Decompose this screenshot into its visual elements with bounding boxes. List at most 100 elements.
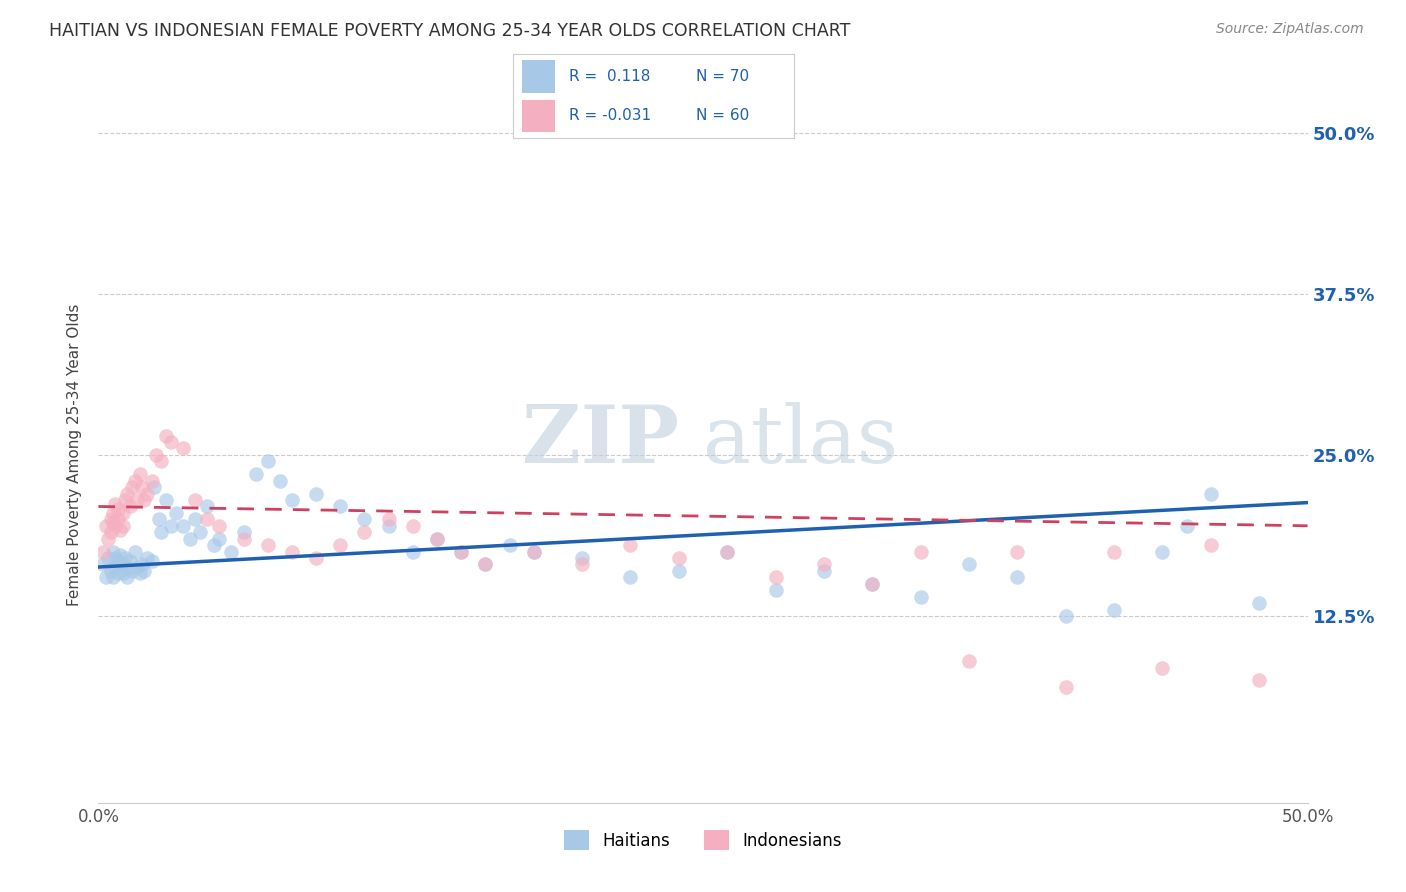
Point: [716, 544, 738, 558]
Point: [256, 538, 278, 552]
Point: [813, 564, 835, 578]
Point: [127, 560, 149, 574]
Point: [97, 551, 120, 566]
Point: [107, 502, 129, 516]
Point: [172, 518, 194, 533]
Point: [91, 558, 114, 572]
Point: [269, 474, 291, 488]
Point: [1152, 544, 1174, 558]
Point: [450, 544, 472, 558]
Point: [114, 493, 136, 508]
Point: [402, 544, 425, 558]
Point: [1102, 544, 1125, 558]
Point: [117, 570, 139, 584]
Point: [860, 576, 883, 591]
Point: [619, 538, 641, 552]
Point: [426, 532, 449, 546]
Point: [221, 544, 243, 558]
Point: [1175, 518, 1198, 533]
Point: [101, 544, 124, 558]
Point: [114, 551, 136, 566]
Point: [101, 570, 124, 584]
Point: [124, 474, 146, 488]
Point: [111, 506, 134, 520]
Point: [101, 515, 124, 529]
Point: [107, 566, 129, 581]
Point: [353, 525, 375, 540]
Point: [1007, 570, 1029, 584]
Point: [188, 525, 211, 540]
Point: [668, 551, 690, 566]
Point: [134, 564, 156, 578]
Point: [131, 480, 153, 494]
Point: [143, 480, 166, 494]
Text: atlas: atlas: [703, 402, 898, 480]
Point: [135, 551, 157, 566]
Point: [165, 506, 187, 520]
Point: [145, 448, 167, 462]
Point: [281, 544, 304, 558]
Point: [172, 442, 194, 456]
Point: [155, 428, 177, 442]
Point: [474, 558, 496, 572]
Point: [1249, 596, 1271, 610]
Point: [1007, 544, 1029, 558]
Text: ZIP: ZIP: [522, 402, 679, 480]
Point: [204, 538, 226, 552]
Point: [910, 544, 932, 558]
Point: [160, 435, 183, 450]
FancyBboxPatch shape: [522, 61, 555, 93]
Point: [910, 590, 932, 604]
Point: [124, 544, 146, 558]
Point: [195, 500, 218, 514]
Point: [860, 576, 883, 591]
Point: [765, 583, 787, 598]
Point: [813, 558, 835, 572]
Point: [111, 566, 134, 581]
Point: [135, 486, 157, 500]
Point: [571, 551, 593, 566]
Point: [1199, 486, 1222, 500]
Point: [108, 549, 131, 563]
Point: [127, 493, 149, 508]
Point: [498, 538, 520, 552]
Point: [111, 518, 134, 533]
Point: [195, 512, 218, 526]
Point: [134, 493, 156, 508]
Point: [474, 558, 496, 572]
Point: [118, 500, 141, 514]
Point: [121, 480, 143, 494]
Point: [104, 560, 127, 574]
Point: [107, 553, 129, 567]
Point: [523, 544, 546, 558]
Point: [179, 532, 201, 546]
Y-axis label: Female Poverty Among 25-34 Year Olds: Female Poverty Among 25-34 Year Olds: [66, 304, 82, 606]
Point: [716, 544, 738, 558]
Point: [1054, 609, 1077, 624]
Point: [155, 493, 177, 508]
Point: [329, 500, 352, 514]
Point: [108, 523, 131, 537]
Point: [160, 518, 183, 533]
Point: [402, 518, 425, 533]
Text: R =  0.118: R = 0.118: [569, 69, 651, 84]
Point: [450, 544, 472, 558]
Point: [100, 564, 122, 578]
Point: [94, 518, 117, 533]
FancyBboxPatch shape: [522, 100, 555, 132]
Point: [104, 551, 127, 566]
Point: [91, 544, 114, 558]
Point: [765, 570, 787, 584]
Legend: Haitians, Indonesians: Haitians, Indonesians: [558, 823, 848, 857]
Point: [232, 525, 254, 540]
Text: Source: ZipAtlas.com: Source: ZipAtlas.com: [1216, 22, 1364, 37]
Point: [128, 566, 150, 581]
Point: [619, 570, 641, 584]
Point: [104, 518, 127, 533]
Point: [668, 564, 690, 578]
Point: [377, 512, 399, 526]
Point: [523, 544, 546, 558]
Point: [329, 538, 352, 552]
Point: [305, 551, 328, 566]
Text: HAITIAN VS INDONESIAN FEMALE POVERTY AMONG 25-34 YEAR OLDS CORRELATION CHART: HAITIAN VS INDONESIAN FEMALE POVERTY AMO…: [49, 22, 851, 40]
